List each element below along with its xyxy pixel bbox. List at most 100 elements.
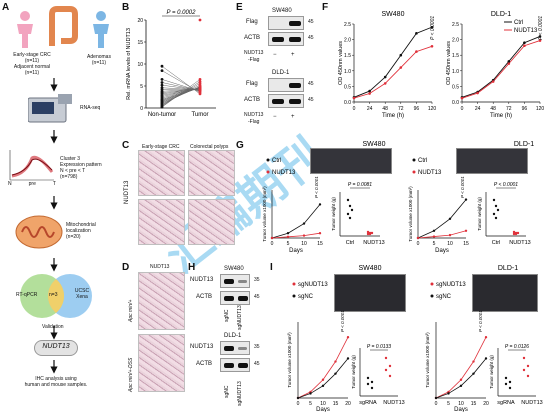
x-tick-label: 48	[490, 106, 496, 112]
mito-label-2: localization	[66, 228, 91, 234]
adjacent-normal-label: Adjacent normal	[13, 64, 51, 70]
e-plus-a: +	[291, 52, 295, 58]
weight-x-tick-label: sgRNA	[497, 400, 515, 406]
y-tick-label: 0.5	[344, 84, 351, 90]
cluster-n: (n=798)	[60, 174, 78, 180]
weight-x-tick-label: NUDT13	[363, 240, 384, 246]
h-mw-2: 45	[254, 294, 260, 300]
chart-f: SW480 0.0 0.5 1.0 1.5 2.0 2.5 0 24 48 72 96 120 Time …	[338, 11, 544, 119]
weight-nudt13-point	[516, 231, 520, 235]
nudt13-point	[352, 96, 356, 100]
ctrl-point	[302, 222, 306, 225]
person-blue-icon	[90, 10, 112, 48]
legend-nudt13-label: NUDT13	[272, 170, 296, 176]
x-tick-label: Non-tumor	[148, 112, 176, 118]
weight-nudt13-point	[366, 232, 370, 236]
panel-label-e: E	[236, 2, 243, 13]
x-tick-label: 10	[447, 241, 453, 247]
legend-sgnc-dot	[292, 294, 296, 298]
weight-sgnc-point	[504, 376, 508, 380]
x-tick-label: 15	[317, 241, 323, 247]
weight-sgnc-point	[508, 380, 512, 384]
weight-x-tick-label: sgRNA	[359, 400, 377, 406]
ctrl-point	[538, 35, 542, 38]
legend-ctrl-dot	[266, 158, 270, 162]
legend-sgnudt13-dot	[430, 282, 434, 286]
weight-sgnudt13-point	[526, 364, 530, 368]
adenomas-n: (n=11)	[91, 60, 107, 66]
sgnc-point	[346, 357, 350, 360]
weight-x-tick-label: Ctrl	[492, 240, 501, 246]
e-bottom2-b: -Flag	[248, 119, 260, 125]
weight-nudt13-point	[514, 232, 518, 236]
venn-right-labels: UCSC Xena	[70, 288, 94, 300]
flow-arrows	[50, 78, 58, 374]
p-value: P < 0.0001	[538, 16, 544, 40]
y-tick-label: 2.0	[452, 38, 459, 44]
blot-e-sw-flag	[268, 16, 304, 30]
ctrl-line	[417, 199, 467, 239]
x-tick-label: 5	[447, 401, 450, 407]
cluster-labels: Cluster 3 Expression pattern N < pre < T…	[60, 156, 102, 180]
ctrl-point	[383, 75, 387, 79]
sgnc-point	[334, 372, 337, 375]
sgnudt13-point	[321, 378, 325, 381]
y-axis-label: Tumor volume x1000 (mm³)	[425, 332, 430, 388]
blot-e-dl-flag	[268, 78, 304, 92]
h-actb-2: ACTB	[196, 361, 213, 367]
x-tick-label: 24	[475, 106, 481, 112]
weight-x-tick-label: Ctrl	[346, 240, 355, 246]
ctrl-point	[523, 41, 526, 45]
legend-ctrl-dot	[412, 158, 416, 162]
y-tick-label: 2.5	[344, 22, 351, 28]
ihc-labels: IHC analysis using human and mouse sampl…	[6, 376, 106, 388]
non-tumor-point	[160, 105, 164, 109]
f-chart-title: DLD-1	[491, 11, 511, 18]
legend-sgnc-label: sgNC	[298, 294, 314, 300]
legend-sgnc-label: sgNC	[436, 294, 452, 300]
y-tick-label: 0.0	[344, 100, 351, 106]
y-tick-label: 2.5	[452, 22, 459, 28]
x-tick-label: 0	[435, 401, 438, 407]
x-tick-label: 72	[506, 106, 512, 112]
x-tick-label: 10	[458, 401, 464, 407]
y-tick-label: 1.0	[452, 69, 459, 75]
x-tick-label: 5	[433, 241, 436, 247]
sgnc-point	[434, 396, 438, 400]
ctrl-point	[318, 203, 322, 206]
nudt13-point	[399, 66, 403, 69]
x-axis-label: Days	[289, 248, 303, 254]
weight-y-axis-label: Tumor weight (g)	[331, 197, 336, 231]
blot-h-sw-actb	[220, 291, 250, 305]
e-mw-2: 45	[308, 35, 314, 41]
nudt13-point	[448, 233, 452, 237]
sgnc-point	[472, 372, 475, 375]
h-sw480: SW480	[224, 266, 244, 272]
sgnc-point	[321, 384, 325, 388]
weight-nudt13-point	[512, 230, 516, 234]
cluster-xtick: T	[52, 181, 56, 187]
c-rowlabel: NUDT13	[124, 180, 130, 204]
nudt13-line	[417, 230, 467, 239]
legend-ctrl-label: Ctrl	[418, 158, 427, 164]
ctrl-point	[368, 89, 371, 93]
tumor-point	[198, 78, 202, 81]
chart-b: 0 5 10 15 20 P = 0.0002 Non-tumor Tumor Rel. mRN…	[126, 10, 216, 118]
x-tick-label: 10	[301, 241, 307, 247]
person-pink-icon	[14, 10, 36, 48]
adjacent-normal-n: (n=11)	[24, 70, 40, 76]
ctrl-point	[430, 25, 434, 29]
e-minus-b: −	[273, 114, 277, 120]
mito-labels: Mitochondrial localization (n=20)	[66, 222, 96, 240]
y-tick-label: 20	[137, 18, 143, 24]
tumor-photo-i-dld1	[472, 274, 538, 312]
nudt13-point	[318, 232, 322, 235]
e-actb-1: ACTB	[244, 35, 261, 41]
weight-nudt13-point	[512, 232, 516, 236]
panel-label-f: F	[322, 2, 329, 13]
tumor-photo-g-sw480	[310, 148, 392, 174]
ctrl-point	[507, 60, 511, 63]
nudt13-line	[271, 232, 321, 239]
histology-c-2	[188, 150, 235, 196]
weight-p-value: P = 0.0081	[348, 182, 372, 188]
